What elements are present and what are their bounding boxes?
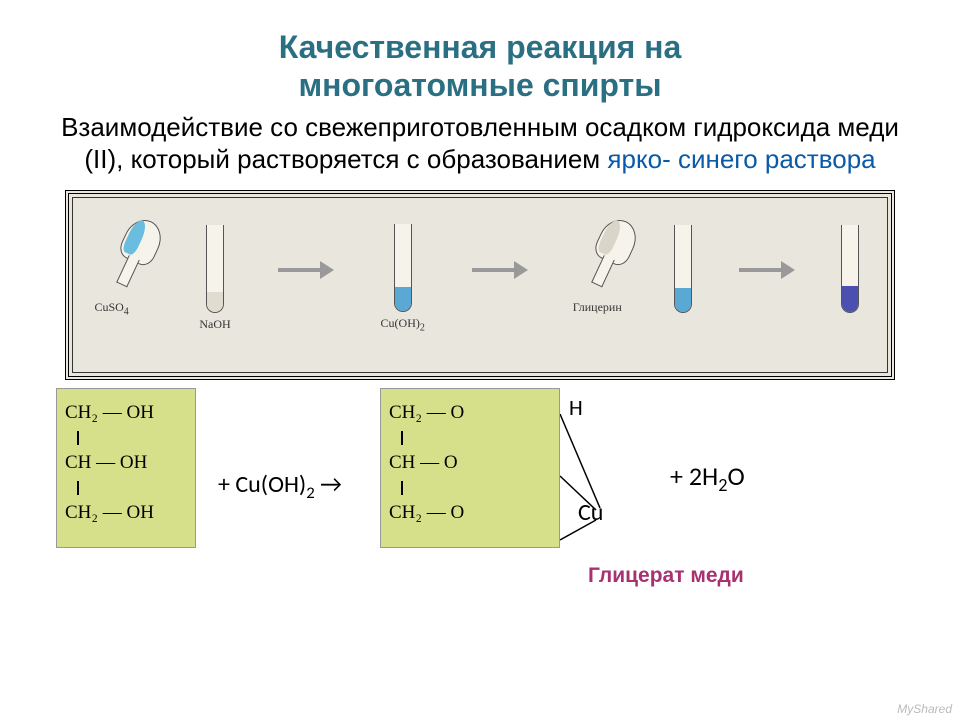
- tube3-label: [681, 317, 684, 332]
- bond-icon: [77, 481, 79, 495]
- glycerol-structure: CH₂ — OH CH — OH CH₂ — OH: [56, 388, 196, 548]
- test-tube-icon: [206, 225, 224, 313]
- glycerol-row2: CH — OH: [65, 445, 187, 481]
- stage-cuso4-flask: CuSO4: [100, 236, 172, 292]
- stage-cuoh2-tube: Cu(OH)2: [381, 224, 425, 333]
- test-tube-icon: [674, 225, 692, 313]
- glycerate-structure: CH₂ — O CH — O CH₂ — O: [380, 388, 560, 548]
- cu-label: Cu: [578, 498, 603, 527]
- diagram-inner: CuSO4 NaOH Cu(OH)2 Гли: [72, 197, 888, 373]
- subtitle-highlight: ярко- синего раствора: [607, 144, 875, 174]
- bond-icon: [77, 431, 79, 445]
- stage-glycerin-flask: Глицерин: [575, 236, 647, 292]
- stage-tube3: [674, 225, 692, 332]
- tube2-label: Cu(OH)2: [381, 316, 425, 333]
- arrow-icon: [739, 261, 795, 279]
- flask-icon: [105, 214, 168, 294]
- slide-subtitle: Взаимодействие со свежеприготовленным ос…: [0, 111, 960, 176]
- glycerol-row1: CH₂ — OH: [65, 395, 187, 431]
- plus-water: + 2H2O: [670, 460, 745, 496]
- arrow-icon: [278, 261, 334, 279]
- product-row1: CH₂ — O: [389, 395, 551, 431]
- tube1-label: NaOH: [199, 317, 230, 332]
- test-tube-icon: [841, 225, 859, 313]
- tube4-label: [849, 317, 852, 332]
- arrow-icon: [472, 261, 528, 279]
- flask1-label: CuSO4: [94, 300, 128, 317]
- plus-cuoh2: + Cu(OH)2 →: [218, 470, 342, 503]
- chemical-equation: CH₂ — OH CH — OH CH₂ — OH + Cu(OH)2 → CH…: [0, 388, 960, 608]
- product-row3: CH₂ — O: [389, 495, 551, 531]
- bond-icon: [401, 431, 403, 445]
- tube3-liquid: [675, 288, 691, 312]
- product-name: Глицерат меди: [588, 564, 744, 588]
- tube2-liquid: [395, 287, 411, 311]
- flask-icon: [579, 214, 642, 294]
- bond-icon: [401, 481, 403, 495]
- glycerol-row3: CH₂ — OH: [65, 495, 187, 531]
- reaction-diagram: CuSO4 NaOH Cu(OH)2 Гли: [65, 190, 895, 380]
- tube4-liquid: [842, 286, 858, 312]
- title-line-1: Качественная реакция на: [279, 29, 682, 65]
- tube1-liquid: [207, 292, 223, 312]
- watermark-logo: MyShared: [897, 702, 952, 716]
- stage-naoh-tube: NaOH: [199, 225, 230, 332]
- test-tube-icon: [394, 224, 412, 312]
- flask2-label: Глицерин: [573, 300, 622, 315]
- product-row2: CH — O: [389, 445, 551, 481]
- stage-tube4: [841, 225, 859, 332]
- slide-title: Качественная реакция на многоатомные спи…: [0, 0, 960, 105]
- title-line-2: многоатомные спирты: [298, 67, 661, 103]
